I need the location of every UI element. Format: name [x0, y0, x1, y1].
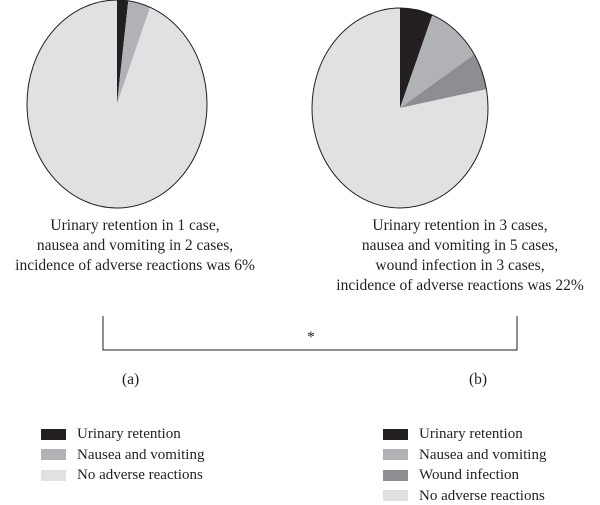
caption-line: incidence of adverse reactions was 6%: [15, 257, 255, 274]
legend-a: Urinary retention Nausea and vomiting No a…: [41, 424, 204, 486]
comparison-bracket: [102, 316, 518, 351]
legend-label: Nausea and vomiting: [77, 446, 205, 463]
legend-swatch: [41, 428, 66, 440]
legend-item: No adverse reactions: [383, 486, 546, 505]
caption-line: nausea and vomiting in 2 cases,: [36, 237, 234, 254]
legend-label: No adverse reactions: [419, 487, 545, 504]
panel-label-b: (b): [469, 371, 488, 388]
pie-slice-urinary-retention: [400, 8, 433, 108]
caption-line: Urinary retention in 3 cases,: [372, 217, 548, 234]
pie-outline: [311, 7, 489, 209]
caption-line: nausea and vomiting in 5 cases,: [361, 237, 559, 254]
legend-item: Nausea and vomiting: [41, 445, 204, 466]
legend-label: Urinary retention: [419, 426, 523, 442]
pie-slice-wound-infection: [400, 54, 487, 108]
pie-slice-no-adverse-reactions: [312, 8, 488, 208]
panel-label-a: (a): [122, 371, 140, 388]
legend-swatch: [383, 449, 408, 461]
legend-label: Urinary retention: [77, 426, 181, 442]
legend-label: Wound infection: [419, 467, 520, 483]
pie-slice-urinary-retention: [117, 0, 129, 104]
legend-item: Wound infection: [383, 465, 546, 486]
caption-line: wound infection in 3 cases,: [375, 257, 545, 274]
significance-marker: *: [307, 329, 315, 346]
legend-item: Urinary retention: [383, 424, 546, 445]
caption-line: Urinary retention in 1 case,: [50, 217, 220, 234]
legend-label: No adverse reactions: [77, 467, 203, 483]
caption-b: Urinary retention in 3 cases, nausea and…: [310, 216, 600, 296]
legend-label: Nausea and vomiting: [419, 446, 547, 463]
pie-outline: [26, 0, 208, 209]
caption-line: incidence of adverse reactions was 22%: [336, 277, 584, 294]
legend-item: No adverse reactions: [41, 465, 204, 486]
pie-slice-no-adverse-reactions: [26, 0, 207, 208]
legend-swatch: [383, 469, 408, 481]
legend-b: Urinary retention Nausea and vomiting Woun…: [383, 424, 546, 505]
pie-slice-nausea-and-vomiting: [400, 15, 475, 108]
legend-swatch: [41, 469, 66, 481]
legend-item: Urinary retention: [41, 424, 204, 445]
legend-item: Nausea and vomiting: [383, 445, 546, 466]
legend-swatch: [383, 428, 408, 440]
legend-swatch: [41, 449, 66, 461]
caption-a: Urinary retention in 1 case, nausea and …: [0, 216, 270, 276]
legend-swatch: [383, 490, 408, 502]
pie-slice-nausea-and-vomiting: [117, 0, 151, 105]
